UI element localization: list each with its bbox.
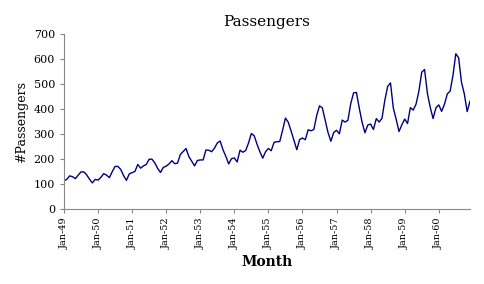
X-axis label: Month: Month bbox=[241, 255, 292, 269]
Title: Passengers: Passengers bbox=[223, 15, 310, 29]
Y-axis label: #Passengers: #Passengers bbox=[15, 81, 28, 162]
